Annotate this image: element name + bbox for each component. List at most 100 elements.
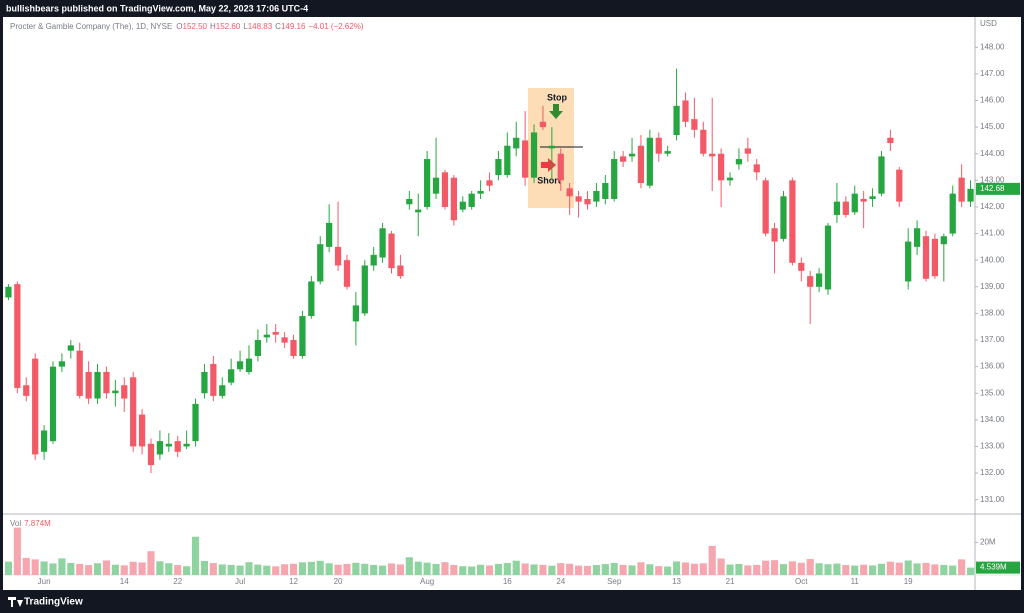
candle-body [771,228,778,242]
volume-bar [779,564,788,575]
candle-body [815,273,823,287]
candle-body [76,350,83,396]
candle-body [254,340,262,356]
volume-legend-value: 7.874M [24,519,51,528]
volume-bar [521,563,529,575]
volume-bar [851,565,859,575]
volume-bar [218,564,226,575]
volume-bar [432,563,440,575]
candle-body [611,159,618,199]
volume-bar [254,564,262,575]
volume-bar [904,560,912,575]
volume-bar [726,564,734,575]
candle-body [735,159,743,165]
volume-bar [165,563,173,575]
candle-body [762,180,769,234]
x-tick-label: 16 [503,577,512,586]
candle-body [432,177,440,194]
volume-bar [22,557,30,575]
volume-bar [485,565,494,575]
volume-bar [539,564,547,575]
legend-symbol: Procter & Gamble Company (The), 1D, NYSE [10,22,172,31]
x-tick-label: Jul [235,577,245,586]
candle-body [940,236,947,245]
candle-body [958,177,965,202]
candle-body [602,183,609,199]
candle-body [530,132,538,178]
volume-bar [664,566,672,575]
candle-body [174,441,181,452]
candle-body [913,228,921,247]
currency-label: USD [980,19,997,28]
candle-body [905,241,912,282]
volume-bar [877,563,886,575]
candle-body [557,153,564,181]
candle-body [67,345,74,351]
volume-bar [334,564,342,575]
volume-bar [592,565,600,575]
volume-bar [379,565,387,575]
volume-bar [575,565,583,575]
volume-bar [744,565,752,575]
candle-body [343,260,351,287]
volume-bar [31,559,39,575]
volume-bar [548,565,556,575]
volume-bar [557,563,565,575]
volume-bar [655,566,663,575]
volume-bar [824,564,832,575]
candle-body [477,190,484,194]
volume-tick-label: 20M [980,538,996,547]
x-tick-label: Sep [607,577,622,586]
volume-bar [530,564,538,575]
volume-bar [183,566,191,575]
volume-bar [628,565,636,575]
candle-body [548,145,555,149]
x-tick-label: 20 [334,577,343,586]
legend-key: H [210,22,216,31]
volume-bar [699,563,707,575]
candle-body [397,265,404,277]
candle-body [361,265,368,314]
volume-bar [833,563,841,575]
legend-key: C [275,22,281,31]
candle-body [780,196,787,239]
x-tick-label: 14 [120,577,129,586]
candle-body [682,100,689,122]
volume-bar [690,563,698,575]
candle-body [637,145,645,183]
candle-body [878,156,885,194]
volume-bar [450,565,458,575]
volume-bar [147,551,155,575]
candle-body [23,385,30,396]
volume-bar [637,562,645,575]
x-tick-label: 11 [851,577,860,586]
candle-body [628,153,636,157]
volume-bar [886,561,894,575]
volume-bar [503,562,511,575]
footer-bar [0,590,1024,613]
volume-bar [13,527,21,575]
volume-bar [58,558,66,575]
candle-body [219,385,226,396]
y-tick-label: 145.00 [980,122,1005,131]
candle-body [717,153,725,181]
y-tick-label: 133.00 [980,442,1005,451]
volume-bar [343,563,351,575]
x-tick-label: 12 [289,577,298,586]
candle-body [468,193,475,207]
last-volume-box [976,561,1020,574]
candle-body [245,358,253,372]
candle-body [121,385,128,399]
volume-bar [753,564,761,575]
volume-bar [316,560,324,575]
volume-bar [138,562,146,575]
candle-body [824,225,832,290]
candle-body [700,129,707,154]
candle-body [842,201,849,215]
volume-bar [494,563,502,575]
candle-body [673,105,680,136]
y-tick-label: 143.00 [980,175,1005,184]
volume-bar [272,566,280,575]
candle-body [646,137,653,186]
